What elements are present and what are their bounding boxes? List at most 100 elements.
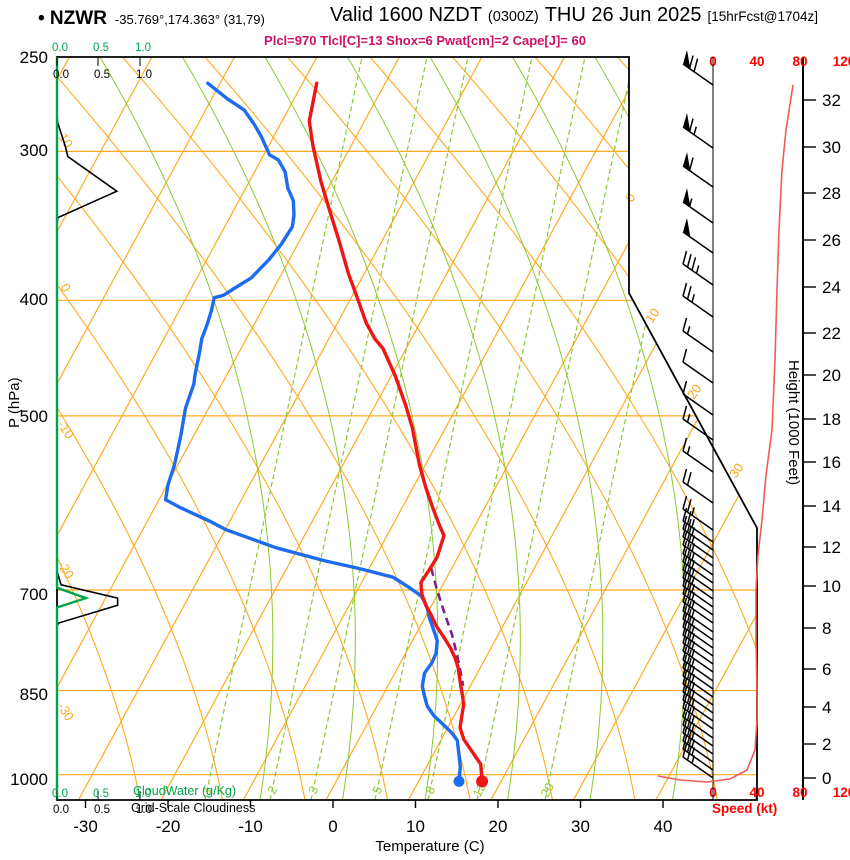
wind-barbs — [682, 50, 714, 800]
wind-barb — [682, 201, 714, 224]
parcel-path-curve — [429, 567, 465, 686]
forecast-tag: [15hrFcst@1704z] — [707, 9, 818, 24]
dry-adiabat-line — [369, 57, 757, 800]
wind-barb — [682, 126, 714, 149]
tick-label: 0 — [328, 817, 337, 836]
dry-adiabat-line — [57, 57, 141, 800]
isotherm-line — [407, 57, 757, 800]
wind-barb — [682, 481, 714, 504]
tick-label: 40 — [654, 817, 673, 836]
wind-barb — [682, 361, 714, 384]
moist-adiabat-line — [512, 57, 686, 800]
isotherm-line — [57, 57, 235, 800]
mixing-ratio-line — [374, 57, 533, 800]
isotherm-line — [77, 57, 483, 800]
tick-label: 2 — [822, 735, 831, 754]
moist-adiabat-lines — [99, 57, 757, 800]
moist-adiabat-line — [429, 57, 604, 800]
cloudwater-axis-title: CloudWater (g/Kg) — [133, 784, 237, 798]
wind-barb — [682, 683, 714, 706]
temperature-axis: -30 -20 -10 0 10 20 30 40 — [73, 800, 672, 836]
wind-barb — [682, 231, 714, 254]
height-axis-title: Height (1000 Feet) — [785, 360, 802, 486]
mixing-ratio-line — [310, 57, 469, 800]
moist-adiabat-line — [264, 57, 439, 800]
valid-time: Valid 1600 NZDT — [330, 4, 482, 26]
dry-adiabat-line — [287, 57, 719, 800]
tick-label: 300 — [20, 141, 48, 160]
isotherm-line — [57, 57, 400, 800]
wind-barb — [682, 650, 714, 673]
wind-barb — [682, 601, 714, 624]
isotherm-line — [160, 57, 565, 800]
temperature-curve — [307, 81, 484, 784]
tick-label: 10 — [56, 130, 76, 150]
tick-label: 20 — [489, 817, 508, 836]
tick-label: 0 — [622, 190, 638, 204]
isotherm-inline-labels: 0 10 20 30 — [622, 190, 747, 480]
mixing-ratio-line — [427, 57, 586, 800]
tick-label: 24 — [822, 278, 841, 297]
wind-barb — [682, 536, 714, 559]
wind-barb — [682, 165, 714, 188]
tick-label: 0.5 — [93, 42, 109, 54]
tick-label: 500 — [20, 407, 48, 426]
isotherm-line — [57, 57, 153, 800]
dry-adiabat-line — [204, 57, 636, 800]
tick-label: 0.5 — [94, 804, 110, 816]
dry-adiabat-line — [57, 57, 306, 800]
tick-label: -10 — [238, 817, 263, 836]
wind-barb — [682, 748, 714, 771]
tick-label: 10 — [406, 817, 425, 836]
isotherm-line — [490, 57, 757, 800]
tick-label: 3 — [306, 784, 322, 797]
wind-barb — [682, 707, 714, 730]
tick-label: 0 — [58, 280, 75, 294]
mixing-ratio-line — [269, 57, 428, 800]
dewpoint-curve — [163, 81, 462, 784]
wind-barb — [682, 585, 714, 608]
dry-adiabat-line — [122, 57, 554, 800]
tick-label: 16 — [822, 453, 841, 472]
isotherm-line — [57, 57, 318, 800]
pressure-axis-labels: 250 300 400 500 700 850 1000 — [10, 48, 48, 789]
wind-barb — [682, 699, 714, 722]
wind-barb — [682, 295, 714, 318]
wind-barb — [682, 626, 714, 649]
moist-adiabat-line — [182, 57, 356, 800]
valid-time-z: (0300Z) — [487, 9, 539, 25]
wind-barb — [682, 508, 714, 531]
tick-label: 120 — [833, 54, 850, 69]
header-valid-block: Valid 1600 NZDT (0300Z) THU 26 Jun 2025 … — [330, 4, 818, 27]
isotherm-line — [242, 57, 648, 800]
tick-label: 8 — [822, 619, 831, 638]
tick-label: 40 — [749, 54, 764, 69]
tick-label: 0.0 — [52, 42, 68, 54]
surface-dewpoint-dot — [453, 775, 465, 787]
wind-barb — [682, 634, 714, 657]
wind-barb — [682, 330, 714, 353]
tick-label: 12 — [822, 538, 841, 557]
wind-barb — [682, 263, 714, 286]
wind-barb — [682, 618, 714, 641]
tick-label: 40 — [749, 785, 764, 800]
surface-temperature-dot — [476, 775, 489, 788]
wind-barb — [682, 667, 714, 690]
wind-barb — [682, 724, 714, 747]
dry-adiabat-line — [617, 57, 757, 800]
isotherm-lines — [57, 57, 757, 800]
cloudiness-axis-title: Grid-Scale Cloudiness — [131, 801, 256, 815]
tick-label: 28 — [822, 184, 841, 203]
wind-barb — [682, 642, 714, 665]
isotherm-line — [325, 57, 730, 800]
dry-adiabat-line — [57, 57, 471, 800]
wind-barb — [682, 675, 714, 698]
wind-barb — [682, 659, 714, 682]
cloudwater-profile — [55, 57, 90, 800]
wind-barb — [682, 528, 714, 551]
wind-barb — [682, 393, 714, 416]
tick-label: 22 — [822, 324, 841, 343]
moist-adiabat-line — [99, 57, 274, 800]
tick-label: 30 — [726, 460, 747, 480]
